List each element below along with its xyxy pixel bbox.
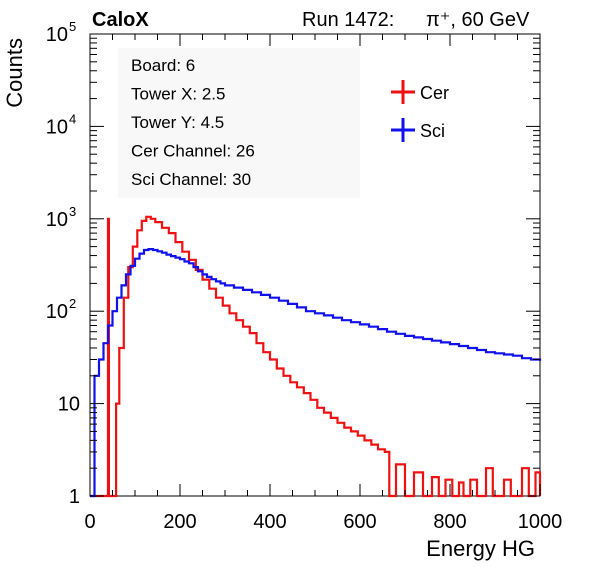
y-tick-exponent: 5 <box>69 19 76 34</box>
legend: Cer Sci <box>391 80 449 142</box>
experiment-label: CaloX <box>92 9 149 31</box>
info-line: Cer Channel: 26 <box>131 142 255 161</box>
y-tick-exponent: 4 <box>69 111 76 126</box>
y-tick-exponent: 3 <box>69 204 76 219</box>
x-axis-label: Energy HG <box>426 536 535 561</box>
y-tick-label: 10 <box>58 394 80 416</box>
y-tick-label: 1 <box>69 486 80 508</box>
y-tick-exponent: 2 <box>69 296 76 311</box>
y-tick-label: 10 <box>46 116 68 138</box>
y-axis-label: Counts <box>2 38 27 108</box>
series-layer <box>90 215 542 498</box>
series-line-sci <box>90 248 542 498</box>
info-line: Tower X: 2.5 <box>131 85 226 104</box>
beam-label: π⁺, 60 GeV <box>426 9 530 31</box>
info-line: Tower Y: 4.5 <box>131 113 224 132</box>
legend-label-sci: Sci <box>420 121 445 141</box>
info-box <box>118 48 360 198</box>
y-tick-label: 10 <box>46 24 68 46</box>
x-tick-label: 600 <box>343 511 376 533</box>
x-tick-label: 1000 <box>518 511 563 533</box>
x-tick-label: 0 <box>84 511 95 533</box>
y-tick-label: 10 <box>46 301 68 323</box>
legend-label-cer: Cer <box>420 83 449 103</box>
info-line: Board: 6 <box>131 56 195 75</box>
run-label: Run 1472: <box>302 9 394 31</box>
x-tick-label: 400 <box>253 511 286 533</box>
info-line: Sci Channel: 30 <box>131 170 251 189</box>
series-line-cer <box>90 215 542 498</box>
x-tick-label: 800 <box>433 511 466 533</box>
y-tick-label: 10 <box>46 209 68 231</box>
x-tick-label: 200 <box>163 511 196 533</box>
info-box-lines: Board: 6 Tower X: 2.5 Tower Y: 4.5 Cer Chan… <box>131 56 255 189</box>
